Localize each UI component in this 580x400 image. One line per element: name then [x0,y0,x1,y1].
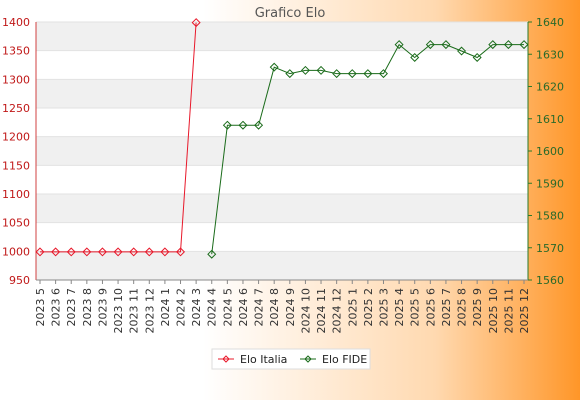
x-tick-label: 2025 6 [424,288,437,327]
data-point [457,46,467,56]
x-tick-label: 2025 11 [502,288,515,334]
data-point [441,40,451,50]
x-tick-label: 2023 11 [128,288,141,334]
data-point [300,65,310,75]
y-right-tick-label: 1570 [536,242,564,255]
data-point [113,247,123,257]
y-right-tick-label: 1610 [536,113,564,126]
data-point [316,65,326,75]
legend-label: Elo Italia [240,353,287,366]
x-tick-label: 2024 4 [206,288,219,327]
x-tick-label: 2023 12 [143,288,156,334]
x-tick-label: 2025 7 [440,288,453,327]
grid-band [36,194,528,223]
y-right-tick-label: 1580 [536,210,564,223]
y-left-tick-label: 1250 [2,102,30,115]
data-point [519,40,529,50]
data-point [160,247,170,257]
grid-band [36,22,528,51]
grid-band [36,251,528,280]
series-line-elo-fide [211,43,524,255]
y-left-tick-label: 950 [9,274,30,287]
x-tick-label: 2024 6 [237,288,250,327]
y-right-tick-label: 1600 [536,145,564,158]
y-right-tick-label: 1630 [536,48,564,61]
x-tick-label: 2025 12 [518,288,531,334]
x-tick-label: 2023 8 [81,288,94,327]
data-point [285,69,295,79]
data-point [503,40,513,50]
x-tick-label: 2023 5 [34,288,47,327]
grid-band [36,136,528,166]
data-point [51,247,61,257]
chart-title: Grafico Elo [255,6,326,21]
x-tick-label: 2023 6 [50,288,63,327]
x-tick-label: 2024 8 [268,288,281,327]
x-tick-label: 2025 1 [346,288,359,327]
data-point [472,52,482,62]
data-point [238,120,248,130]
x-tick-label: 2024 12 [331,288,344,334]
data-point [363,69,373,79]
y-left-tick-label: 1050 [2,217,30,230]
y-right-tick-label: 1620 [536,81,564,94]
series-line-elo-italia [40,22,197,253]
y-right-tick-label: 1560 [536,274,564,287]
y-left-tick-label: 1400 [2,16,30,29]
data-point [97,247,107,257]
x-tick-label: 2025 2 [362,288,375,327]
data-point [332,69,342,79]
y-right-tick-label: 1590 [536,177,564,190]
x-tick-label: 2024 2 [175,288,188,327]
x-tick-label: 2024 7 [253,288,266,327]
data-point [207,249,217,259]
x-tick-label: 2024 1 [159,288,172,327]
y-right-tick-label: 1640 [536,16,564,29]
data-point [222,120,232,130]
data-point [410,52,420,62]
y-left-tick-label: 1100 [2,188,30,201]
legend-marker [304,355,312,363]
x-tick-label: 2025 5 [409,288,422,327]
data-point [488,40,498,50]
data-point [176,247,186,257]
data-point [82,247,92,257]
grid-band [36,79,528,108]
data-point [425,40,435,50]
x-tick-label: 2023 7 [65,288,78,327]
data-point [347,69,357,79]
x-tick-label: 2024 11 [315,288,328,334]
data-point [269,62,279,72]
data-point [394,40,404,50]
data-point [191,18,201,28]
x-tick-label: 2025 8 [456,288,469,327]
x-tick-label: 2024 5 [221,288,234,327]
data-point [129,247,139,257]
y-left-tick-label: 1200 [2,131,30,144]
legend-marker [222,355,230,363]
data-point [254,120,264,130]
x-tick-label: 2025 10 [487,288,500,334]
x-tick-label: 2024 3 [190,288,203,327]
y-left-tick-label: 1350 [2,45,30,58]
x-tick-label: 2024 9 [284,288,297,327]
x-tick-label: 2024 10 [299,288,312,334]
data-point [144,247,154,257]
legend-box [211,348,371,370]
x-tick-label: 2025 3 [377,288,390,327]
legend-label: Elo FIDE [322,353,367,366]
data-point [378,69,388,79]
x-tick-label: 2025 9 [471,288,484,327]
data-point [35,247,45,257]
data-point [66,247,76,257]
y-left-tick-label: 1150 [2,159,30,172]
y-left-tick-label: 1000 [2,245,30,258]
x-tick-label: 2025 4 [393,288,406,327]
x-tick-label: 2023 10 [112,288,125,334]
y-left-tick-label: 1300 [2,73,30,86]
x-tick-label: 2023 9 [96,288,109,327]
